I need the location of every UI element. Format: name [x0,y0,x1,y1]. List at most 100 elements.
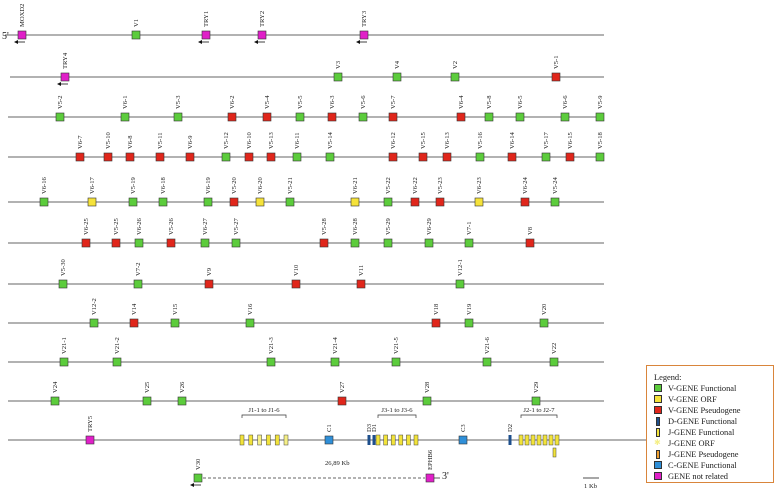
gene-box [456,112,466,122]
j-segment [413,434,419,446]
gene-v5-5: V5-5 [295,95,305,122]
j-segment [406,434,411,446]
locus-row: V5-30 V7-2 V9 V10 V11 V12-1 [8,258,604,289]
gene-label: V5-13 [268,131,275,149]
gene-label: V21-6 [484,336,491,354]
gene-v25: V25 [142,381,152,406]
gene-v6-26: V6-26 [134,217,144,248]
legend: Legend: V-GENE Functional V-GENE ORF V-GEN… [646,365,774,483]
gene-label: V5-5 [297,95,304,109]
gene-v5-27: V5-27 [231,217,241,248]
gene-label: V5-18 [597,131,604,149]
legend-text: V-GENE Functional [668,383,737,393]
gene-box [295,112,305,122]
gene-box [330,357,340,367]
gene-box [410,197,420,207]
gene-box [455,279,465,289]
gene-v5-22: V5-22 [383,177,393,207]
gene-box [515,112,525,122]
gene-v6-15: V6-15 [565,131,575,162]
gene-label: D3 [366,423,373,432]
gene-label: V6-7 [77,135,84,149]
j-segment [375,434,381,446]
gene-label: TRY3 [361,10,368,27]
gene-box [388,112,398,122]
gene-label: V3 [335,60,342,69]
gene-label: TRY2 [259,11,266,27]
gene-v6-24: V6-24 [520,176,530,207]
gene-v6-7: V6-7 [75,135,85,162]
gene-label: V14 [131,303,138,315]
gene-box [255,197,265,207]
gene-label: V30 [195,458,202,470]
legend-text: GENE not related [668,471,728,481]
gene-label: V5-3 [175,95,182,109]
gene-v6-6: V6-6 [560,95,570,122]
gene-box [539,318,549,328]
gene-v12-1: V12-1 [455,259,465,289]
gene-c3: C3 [458,424,468,445]
j-segment [518,434,524,446]
gene-box [337,396,347,406]
gene-box [262,112,272,122]
gene-box [103,152,113,162]
gene-v27: V27 [337,381,347,406]
legend-text: J-GENE Functional [668,427,735,437]
gene-label: V6-9 [187,135,194,149]
gene-v15: V15 [170,303,180,328]
gene-try4: TRY4 [57,52,70,86]
gene-box [520,197,530,207]
gene-box [173,112,183,122]
gene-v21-2: V21-2 [112,337,122,367]
locus-row: V6-25 V5-25 V6-26 V5-26 V6-27 V5-27 V5-28 V6-28… [8,217,604,248]
gene-v6-22: V6-22 [410,177,420,207]
j-segment [542,434,548,446]
gene-v5-8: V5-8 [484,95,494,122]
gene-label: EPHB6 [427,449,434,470]
gene-v9: V9 [204,267,214,289]
legend-item-v-gene-pseudogene: V-GENE Pseudogene [654,405,741,415]
gene-v6-25: V6-25 [81,217,91,248]
gene-box [55,112,65,122]
gene-label: V6-16 [41,176,48,194]
gene-v21-4: V21-4 [330,336,340,367]
gene-label: V5-7 [390,95,397,109]
gene-box [541,152,551,162]
gene-box [166,238,176,248]
gene-box [58,279,68,289]
gene-label: V7-2 [135,262,142,276]
gene-box [133,279,143,289]
gene-box [89,318,99,328]
gene-label: V11 [358,265,365,276]
gene-v6-21: V6-21 [350,177,360,207]
gene-label: V5-16 [477,131,484,149]
gene-v5-4: V5-4 [262,95,272,122]
gene-label: V6-28 [352,217,359,235]
gene-box [158,197,168,207]
gene-box [203,197,213,207]
gene-label: V21-5 [393,336,400,354]
legend-item-v-gene-orf: V-GENE ORF [654,394,717,404]
j-segment [554,434,560,446]
locus-row: TRY4 V3 V4 V2 V5-1 [10,52,604,86]
gene-label: V5-27 [233,217,240,235]
gene-v5-28: V5-28 [319,217,329,248]
legend-text: V-GENE ORF [668,394,717,404]
gene-box [17,30,27,40]
legend-item-d-gene-functional: D-GENE Functional [654,416,737,426]
gene-v18: V18 [431,303,441,328]
gene-label: V6-10 [246,131,253,149]
gene-ephb6: EPHB6 [425,449,435,483]
j-segment [266,434,271,446]
gene-v6-12: V6-12 [388,132,398,162]
gene-box [358,112,368,122]
gene-moxd2: MOXD2 [14,4,27,44]
gene-box [142,396,152,406]
legend-swatch [656,427,660,437]
gene-label: V6-17 [89,176,96,194]
gene-v12-2: V12-2 [89,298,99,328]
j-segment [383,434,388,446]
gene-v6-11: V6-11 [292,132,302,162]
gene-v11: V11 [356,265,366,289]
gene-v6-3: V6-3 [327,95,337,122]
